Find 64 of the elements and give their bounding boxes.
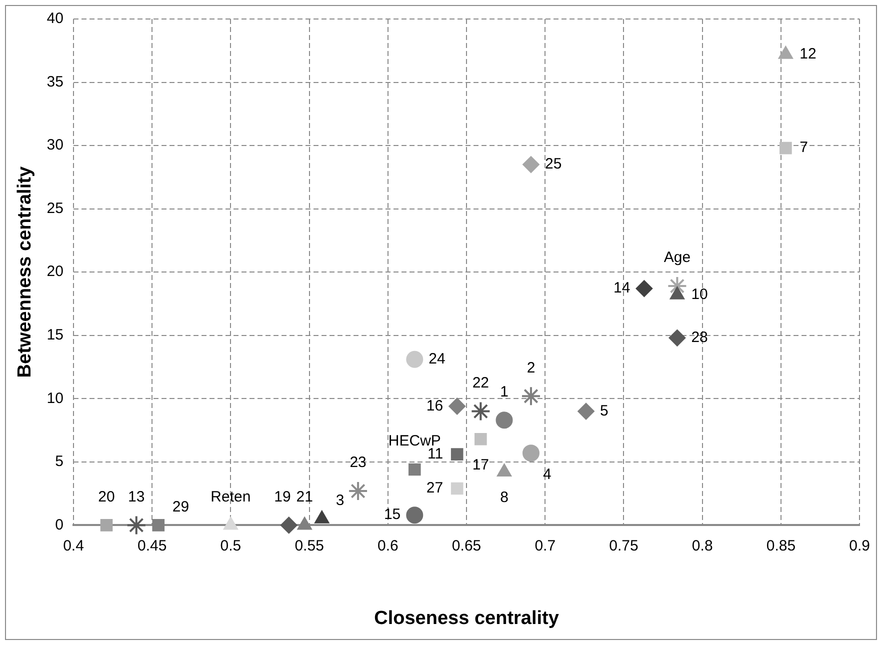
- y-tick-label: 10: [46, 390, 64, 407]
- y-tick-label: 5: [55, 453, 64, 470]
- point: [406, 350, 424, 368]
- annotation: 25: [544, 156, 562, 173]
- x-tick-label: 0.8: [692, 537, 713, 554]
- annotation: 12: [800, 46, 816, 63]
- annotation: 1: [500, 383, 508, 400]
- point: [636, 280, 653, 298]
- x-tick-label: 0.65: [452, 537, 482, 554]
- annotation: 11: [428, 445, 444, 462]
- annotation: 23: [350, 454, 366, 472]
- annotation: 3: [336, 492, 344, 510]
- point: [474, 432, 487, 446]
- x-tick-label: 0.4: [63, 537, 84, 554]
- x-tick-label: 0.85: [766, 537, 796, 554]
- point: [126, 515, 146, 536]
- y-tick-label: 20: [46, 263, 64, 280]
- annotation: 10: [691, 286, 708, 304]
- y-tick-label: 15: [46, 326, 64, 344]
- annotation: 15: [384, 506, 401, 524]
- x-tick-label: 0.45: [137, 537, 167, 554]
- annotation: 22: [472, 374, 490, 392]
- annotation: 16: [426, 397, 444, 414]
- y-tick-label: 25: [46, 200, 64, 217]
- x-tick-label: 0.75: [609, 537, 638, 554]
- point: [152, 519, 165, 532]
- annotation: 17: [472, 456, 490, 474]
- x-tick-label: 0.5: [220, 537, 242, 554]
- annotation: 29: [172, 498, 190, 516]
- annotation: Age: [664, 249, 691, 266]
- point: [496, 412, 513, 429]
- point: [780, 142, 792, 154]
- x-tick-label: 0.9: [849, 537, 870, 554]
- annotation: 13: [128, 488, 145, 506]
- annotation: 2: [526, 359, 536, 376]
- annotation: 28: [691, 329, 708, 346]
- y-tick-label: 0: [55, 516, 64, 534]
- x-axis-title: Closeness centrality: [374, 608, 560, 629]
- y-axis-title: Betweenness centrality: [14, 166, 36, 378]
- annotation: 27: [426, 480, 444, 497]
- point: [668, 329, 686, 346]
- y-tick-label: 40: [46, 10, 64, 28]
- point: [522, 444, 540, 462]
- annotation: 24: [428, 350, 446, 368]
- y-tick-label: 30: [46, 136, 64, 154]
- annotation: 4: [542, 466, 552, 484]
- annotation: 20: [98, 488, 115, 506]
- annotation: Reten: [210, 488, 251, 506]
- annotation: 5: [600, 402, 608, 420]
- point: [406, 506, 424, 524]
- x-tick-label: 0.7: [534, 537, 556, 554]
- x-tick-label: 0.55: [294, 537, 324, 554]
- annotation: 8: [500, 489, 508, 506]
- point: [280, 516, 298, 534]
- y-tick-label: 35: [46, 73, 64, 90]
- x-tick-label: 0.6: [377, 537, 398, 554]
- annotation: 14: [614, 280, 630, 297]
- annotation: 21: [296, 488, 313, 506]
- annotation: 7: [800, 139, 808, 156]
- annotation: 19: [274, 488, 291, 506]
- point: [408, 463, 421, 476]
- point: [450, 482, 464, 495]
- point: [470, 401, 491, 422]
- point: [348, 481, 368, 502]
